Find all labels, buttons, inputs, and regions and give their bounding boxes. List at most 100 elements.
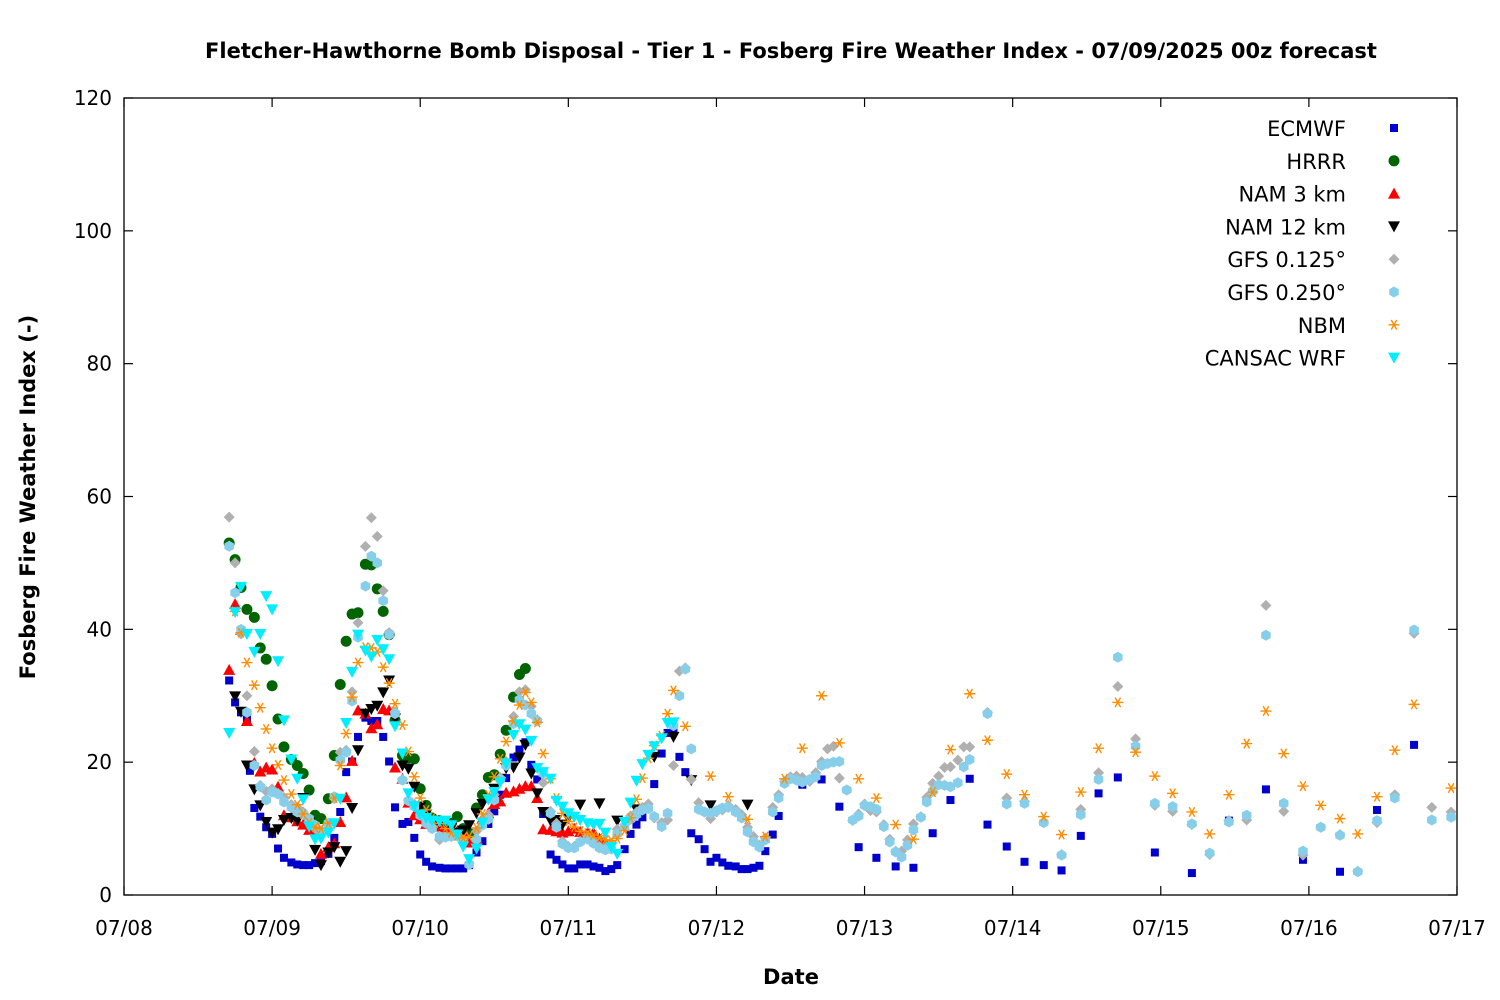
data-point bbox=[663, 728, 672, 737]
data-point bbox=[314, 847, 327, 859]
data-point bbox=[907, 834, 919, 845]
data-point bbox=[266, 827, 279, 839]
data-point bbox=[494, 748, 506, 760]
legend-marker bbox=[1388, 221, 1400, 233]
legend-label: GFS 0.250° bbox=[1227, 281, 1346, 305]
data-point bbox=[482, 794, 495, 806]
data-point bbox=[626, 829, 635, 838]
data-point bbox=[346, 691, 358, 703]
data-point bbox=[742, 826, 753, 838]
data-point bbox=[408, 781, 421, 793]
data-point bbox=[1373, 805, 1382, 814]
data-point bbox=[1204, 847, 1215, 859]
data-point bbox=[260, 653, 272, 665]
data-point bbox=[983, 820, 992, 829]
data-point bbox=[884, 836, 895, 848]
x-tick-label: 07/17 bbox=[1428, 916, 1486, 940]
data-point bbox=[736, 812, 747, 824]
data-point bbox=[724, 861, 733, 870]
data-point bbox=[953, 777, 963, 789]
data-point bbox=[551, 821, 562, 833]
data-point bbox=[354, 732, 363, 741]
data-point bbox=[595, 863, 604, 872]
data-point bbox=[833, 772, 845, 784]
data-point bbox=[599, 827, 612, 839]
data-point bbox=[593, 798, 606, 810]
legend-item: NAM 12 km bbox=[1225, 215, 1400, 239]
data-point bbox=[470, 843, 483, 855]
data-point bbox=[241, 657, 253, 668]
data-point bbox=[871, 803, 882, 815]
legend-item: GFS 0.250° bbox=[1227, 281, 1399, 305]
data-point bbox=[377, 644, 390, 656]
data-point bbox=[556, 801, 569, 813]
data-point bbox=[273, 788, 283, 800]
data-point bbox=[453, 864, 462, 873]
data-point bbox=[870, 792, 882, 804]
data-point bbox=[1038, 811, 1050, 822]
data-point bbox=[457, 841, 470, 853]
data-point bbox=[537, 823, 550, 835]
data-point bbox=[755, 861, 764, 870]
data-point bbox=[737, 865, 746, 874]
data-point bbox=[471, 822, 483, 834]
data-point bbox=[1426, 801, 1438, 813]
data-point bbox=[1167, 788, 1179, 799]
y-tick-label: 0 bbox=[99, 883, 112, 907]
data-point bbox=[611, 848, 624, 860]
data-point bbox=[656, 821, 667, 833]
data-point bbox=[457, 832, 469, 844]
data-point bbox=[367, 716, 376, 725]
data-point bbox=[299, 861, 308, 870]
data-point bbox=[1409, 624, 1419, 636]
data-point bbox=[1020, 857, 1029, 866]
data-point bbox=[525, 735, 538, 747]
data-point bbox=[378, 595, 388, 607]
data-point bbox=[959, 761, 969, 773]
data-point bbox=[704, 800, 717, 812]
data-point bbox=[879, 821, 889, 833]
data-point bbox=[834, 756, 845, 767]
data-point bbox=[952, 754, 964, 766]
data-point bbox=[328, 842, 341, 854]
data-point bbox=[1445, 782, 1457, 794]
data-point bbox=[314, 860, 327, 872]
legend-item: GFS 0.125° bbox=[1227, 248, 1400, 272]
data-point bbox=[260, 591, 273, 603]
data-point bbox=[632, 820, 641, 829]
legend-item: NBM bbox=[1298, 314, 1400, 338]
legend-marker bbox=[1388, 319, 1400, 330]
data-point bbox=[607, 865, 616, 874]
y-tick-label: 20 bbox=[87, 750, 112, 774]
data-point bbox=[390, 708, 400, 720]
data-point bbox=[293, 860, 302, 869]
data-point bbox=[463, 854, 476, 866]
data-point bbox=[574, 799, 587, 811]
data-point bbox=[261, 794, 271, 806]
series-layer bbox=[223, 511, 1457, 878]
data-point bbox=[291, 799, 303, 810]
data-point bbox=[531, 717, 543, 728]
x-tick-label: 07/08 bbox=[95, 916, 153, 940]
data-point bbox=[546, 850, 555, 859]
data-point bbox=[944, 761, 956, 773]
data-point bbox=[513, 699, 525, 711]
data-point bbox=[1039, 861, 1048, 870]
data-point bbox=[240, 714, 253, 726]
data-point bbox=[441, 864, 450, 873]
data-point bbox=[723, 801, 734, 813]
data-point bbox=[537, 777, 549, 789]
legend-item: NAM 3 km bbox=[1238, 183, 1400, 207]
data-point bbox=[1241, 738, 1253, 749]
data-point bbox=[278, 741, 290, 753]
data-point bbox=[797, 776, 808, 788]
data-point bbox=[459, 864, 468, 873]
data-point bbox=[1408, 699, 1420, 710]
data-point bbox=[508, 710, 520, 722]
data-point bbox=[774, 811, 783, 820]
data-point bbox=[352, 607, 364, 619]
data-point bbox=[519, 739, 532, 751]
data-point bbox=[229, 607, 242, 619]
data-point bbox=[1334, 813, 1346, 824]
